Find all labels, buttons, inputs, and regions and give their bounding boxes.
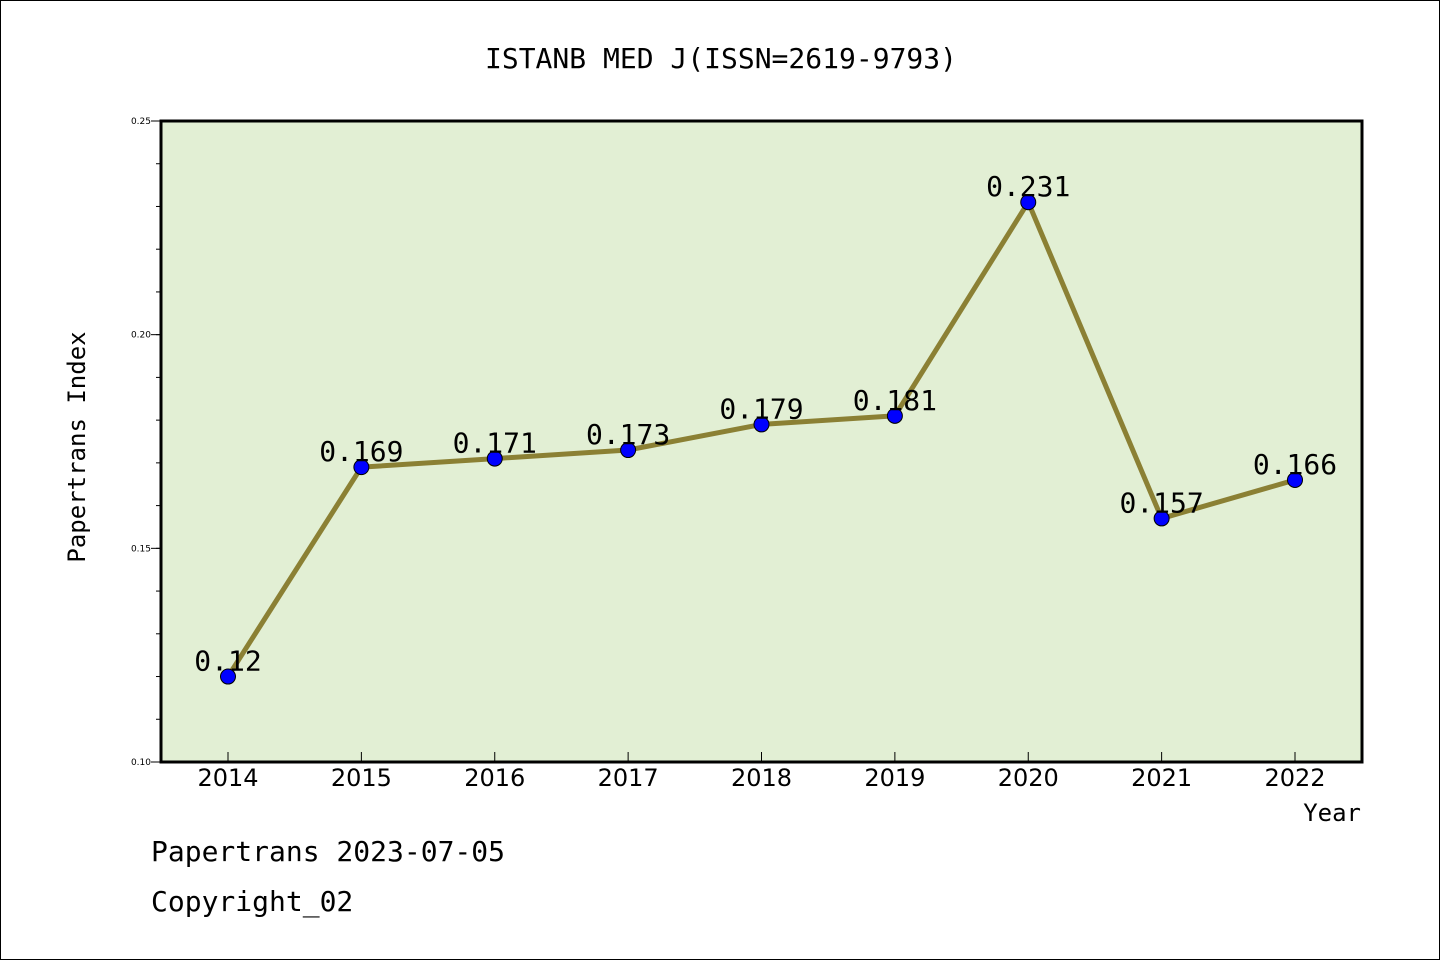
x-tick-label: 2019 (864, 764, 925, 792)
y-axis-label: Papertrans Index (63, 331, 91, 562)
data-label: 0.166 (1253, 448, 1337, 481)
x-tick-label: 2020 (998, 764, 1059, 792)
data-label: 0.12 (194, 645, 261, 678)
data-label: 0.181 (853, 384, 937, 417)
chart-title: ISTANB MED J(ISSN=2619-9793) (485, 42, 957, 75)
data-point (486, 450, 503, 467)
x-axis-label: Year (1303, 799, 1361, 827)
data-label: 0.169 (319, 435, 403, 468)
x-tick-label: 2015 (331, 764, 392, 792)
footer-copyright-line: Copyright_02 (151, 885, 354, 918)
data-point (753, 416, 770, 433)
series-papertrans-index: 0.12 0.169 0.171 0.173 0.179 0.181 0.231 0.157 0… (194, 170, 1337, 685)
x-tick-label: 2021 (1131, 764, 1192, 792)
x-tick-label: 2018 (731, 764, 792, 792)
data-point (353, 459, 370, 476)
data-label: 0.173 (586, 418, 670, 451)
plot-border (159, 119, 1364, 764)
x-tick-label: 2016 (464, 764, 525, 792)
y-tick-label: 0.20 (131, 331, 151, 341)
y-tick-label: 0.25 (131, 117, 151, 127)
data-label: 0.171 (453, 427, 537, 460)
y-axis: 0.10 0.15 0.20 0.25 (131, 117, 161, 768)
x-tick-label: 2014 (197, 764, 258, 792)
data-point (1020, 194, 1037, 211)
x-axis: 2014 2015 2016 2017 2018 2019 2020 2021 2022 (197, 752, 1326, 792)
data-point (1153, 510, 1170, 527)
data-label: 0.179 (719, 392, 803, 425)
data-point (886, 407, 903, 424)
y-tick-label: 0.15 (131, 544, 151, 554)
plot-area (161, 121, 1362, 762)
data-point (1287, 471, 1303, 488)
x-tick-label: 2022 (1264, 764, 1325, 792)
data-label: 0.231 (986, 170, 1070, 203)
data-point (620, 442, 637, 459)
y-tick-label: 0.10 (131, 758, 151, 768)
data-point (220, 668, 236, 685)
footer-date-line: Papertrans 2023-07-05 (151, 835, 506, 868)
x-tick-label: 2017 (598, 764, 659, 792)
data-label: 0.157 (1119, 486, 1203, 519)
